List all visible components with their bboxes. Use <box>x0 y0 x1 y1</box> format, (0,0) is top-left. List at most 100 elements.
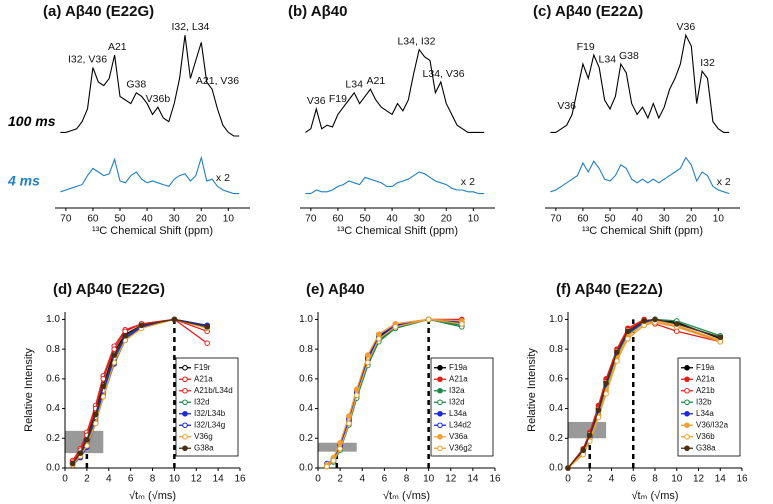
x-tick-label: 50 <box>359 214 371 225</box>
x-tick-label: 40 <box>387 214 399 225</box>
legend-marker <box>437 422 443 429</box>
x-tick-label: 6 <box>630 474 636 485</box>
shaded-region <box>568 421 607 439</box>
data-point <box>92 411 99 418</box>
series-line <box>72 318 208 464</box>
legend-marker <box>182 410 188 417</box>
x-tick-label: 20 <box>441 214 453 225</box>
legend-marker <box>684 399 690 406</box>
data-point <box>641 322 647 329</box>
peak-label: x 2 <box>717 176 731 188</box>
legend-label: V36/I32a <box>696 420 729 429</box>
x-tick-label: 30 <box>414 214 426 225</box>
data-point <box>364 352 371 358</box>
series-line <box>72 318 208 463</box>
legend-label: A21b <box>696 386 715 395</box>
data-point <box>641 318 647 324</box>
x-tick-label: 2 <box>587 474 593 485</box>
x-axis-label: ¹³C Chemical Shift (ppm) <box>337 225 458 237</box>
peak-label: F19 <box>577 41 595 53</box>
legend-label: F19a <box>696 363 715 372</box>
series-label: 4 ms <box>7 173 40 189</box>
y-tick-label: 0.2 <box>299 433 313 444</box>
y-tick-label: 0.6 <box>46 373 60 384</box>
series-line <box>305 171 485 195</box>
x-tick-label: 12 <box>693 474 705 485</box>
data-point <box>376 335 382 342</box>
legend-marker <box>684 376 690 383</box>
data-point <box>77 450 84 456</box>
x-tick-label: 20 <box>196 214 208 225</box>
data-point <box>614 349 620 355</box>
y-tick-label: 0.2 <box>46 433 60 444</box>
x-tick-label: 70 <box>305 214 317 225</box>
legend-marker <box>182 433 188 440</box>
x-tick-label: 14 <box>213 474 225 485</box>
y-tick-label: 0.4 <box>46 403 60 414</box>
data-point <box>122 332 128 339</box>
peak-label: I32 <box>700 57 715 69</box>
legend-marker <box>182 364 188 371</box>
peak-label: L34, V36 <box>423 68 465 80</box>
legend-marker <box>437 410 443 417</box>
data-point <box>673 321 680 327</box>
data-point <box>392 324 399 330</box>
x-tick-label: 6 <box>382 474 388 485</box>
peak-label: x 2 <box>461 176 475 188</box>
x-axis-label: ¹³C Chemical Shift (ppm) <box>582 225 703 237</box>
x-tick-label: 16 <box>489 474 501 485</box>
legend-label: I32b <box>696 397 712 406</box>
legend-label: V36g <box>194 432 213 441</box>
data-point <box>100 393 107 400</box>
y-tick-label: 0.0 <box>299 463 313 474</box>
panel-title: (c) Aβ40 (E22Δ) <box>533 3 643 20</box>
legend-label: A21a <box>696 374 715 383</box>
panel-title: (b) Aβ40 <box>288 3 347 20</box>
legend-label: I32a <box>449 386 465 395</box>
data-point <box>614 358 620 364</box>
panel-title: (d) Aβ40 (E22G) <box>53 281 165 298</box>
data-point <box>580 447 587 453</box>
x-tick-label: 10 <box>223 214 235 225</box>
peak-label: A21 <box>108 41 127 53</box>
legend-marker <box>684 433 690 440</box>
legend-label: V36b <box>696 432 715 441</box>
legend-marker <box>684 364 690 371</box>
legend-marker <box>182 387 188 394</box>
y-tick-label: 1.0 <box>549 314 563 325</box>
data-point <box>717 338 724 345</box>
x-tick-label: 14 <box>715 474 727 485</box>
data-point <box>625 335 631 342</box>
x-axis-label: √tₘ (√ms) <box>383 490 430 502</box>
peak-label: L34, I32 <box>397 35 435 47</box>
legend-label: L34a <box>696 409 714 418</box>
x-tick-label: 30 <box>169 214 181 225</box>
x-tick-label: 70 <box>60 214 72 225</box>
legend-label: F19a <box>449 363 468 372</box>
y-tick-label: 0.4 <box>299 403 313 414</box>
legend-label: G38a <box>194 443 214 452</box>
x-tick-label: 14 <box>467 474 479 485</box>
x-axis-label: √tₘ (√ms) <box>631 490 678 502</box>
legend-marker <box>182 445 188 452</box>
x-tick-label: 8 <box>652 474 658 485</box>
legend-label: I32/L34b <box>194 409 226 418</box>
y-tick-label: 0.0 <box>549 463 563 474</box>
legend-marker <box>437 445 443 452</box>
x-tick-label: 60 <box>87 214 99 225</box>
legend-label: L34d2 <box>449 420 472 429</box>
x-tick-label: 50 <box>114 214 126 225</box>
data-point <box>459 321 465 327</box>
data-point <box>673 328 680 335</box>
x-axis-label: √tₘ (√ms) <box>129 490 176 502</box>
y-axis-label: Relative Intensity <box>23 348 35 432</box>
x-axis-label: ¹³C Chemical Shift (ppm) <box>92 225 213 237</box>
series-line <box>326 318 462 467</box>
x-tick-label: 40 <box>142 214 154 225</box>
data-point <box>204 340 210 347</box>
series-line <box>72 318 208 466</box>
x-tick-label: 2 <box>84 474 90 485</box>
x-tick-label: 0 <box>62 474 68 485</box>
legend-marker <box>684 387 690 394</box>
